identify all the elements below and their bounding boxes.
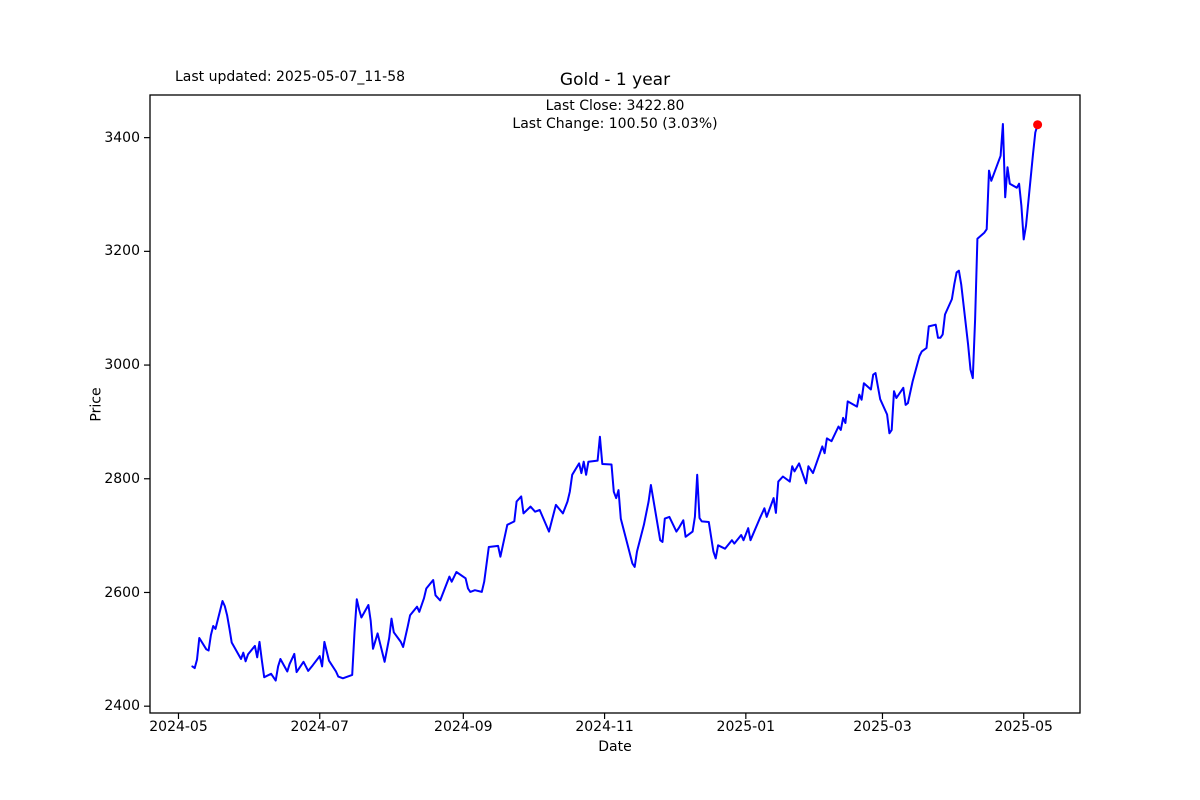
y-tick-label: 2400 [104, 698, 140, 715]
y-tick-label: 2800 [104, 470, 140, 487]
last-updated-label: Last updated: 2025-05-07_11-58 [175, 69, 406, 85]
y-tick-label: 3000 [104, 357, 140, 374]
y-tick-label: 2600 [104, 584, 140, 601]
x-tick-label: 2025-01 [716, 719, 776, 735]
x-tick-label: 2024-07 [290, 719, 349, 735]
last-change-annotation: Last Change: 100.50 (3.03%) [512, 116, 718, 132]
x-tick-label: 2024-05 [149, 719, 208, 735]
x-axis-label: Date [598, 739, 632, 755]
last-close-annotation: Last Close: 3422.80 [545, 98, 685, 114]
last-price-marker [1033, 120, 1043, 130]
chart-title: Gold - 1 year [559, 70, 671, 90]
x-tick-label: 2024-11 [575, 719, 634, 735]
x-tick-label: 2025-03 [853, 719, 912, 735]
axes-frame [149, 94, 1081, 714]
y-tick-label: 3400 [104, 129, 140, 146]
x-tick-label: 2024-09 [434, 719, 493, 735]
x-tick-label: 2025-05 [994, 719, 1053, 735]
gold-price-line [191, 123, 1039, 682]
y-tick-label: 3200 [104, 243, 140, 260]
